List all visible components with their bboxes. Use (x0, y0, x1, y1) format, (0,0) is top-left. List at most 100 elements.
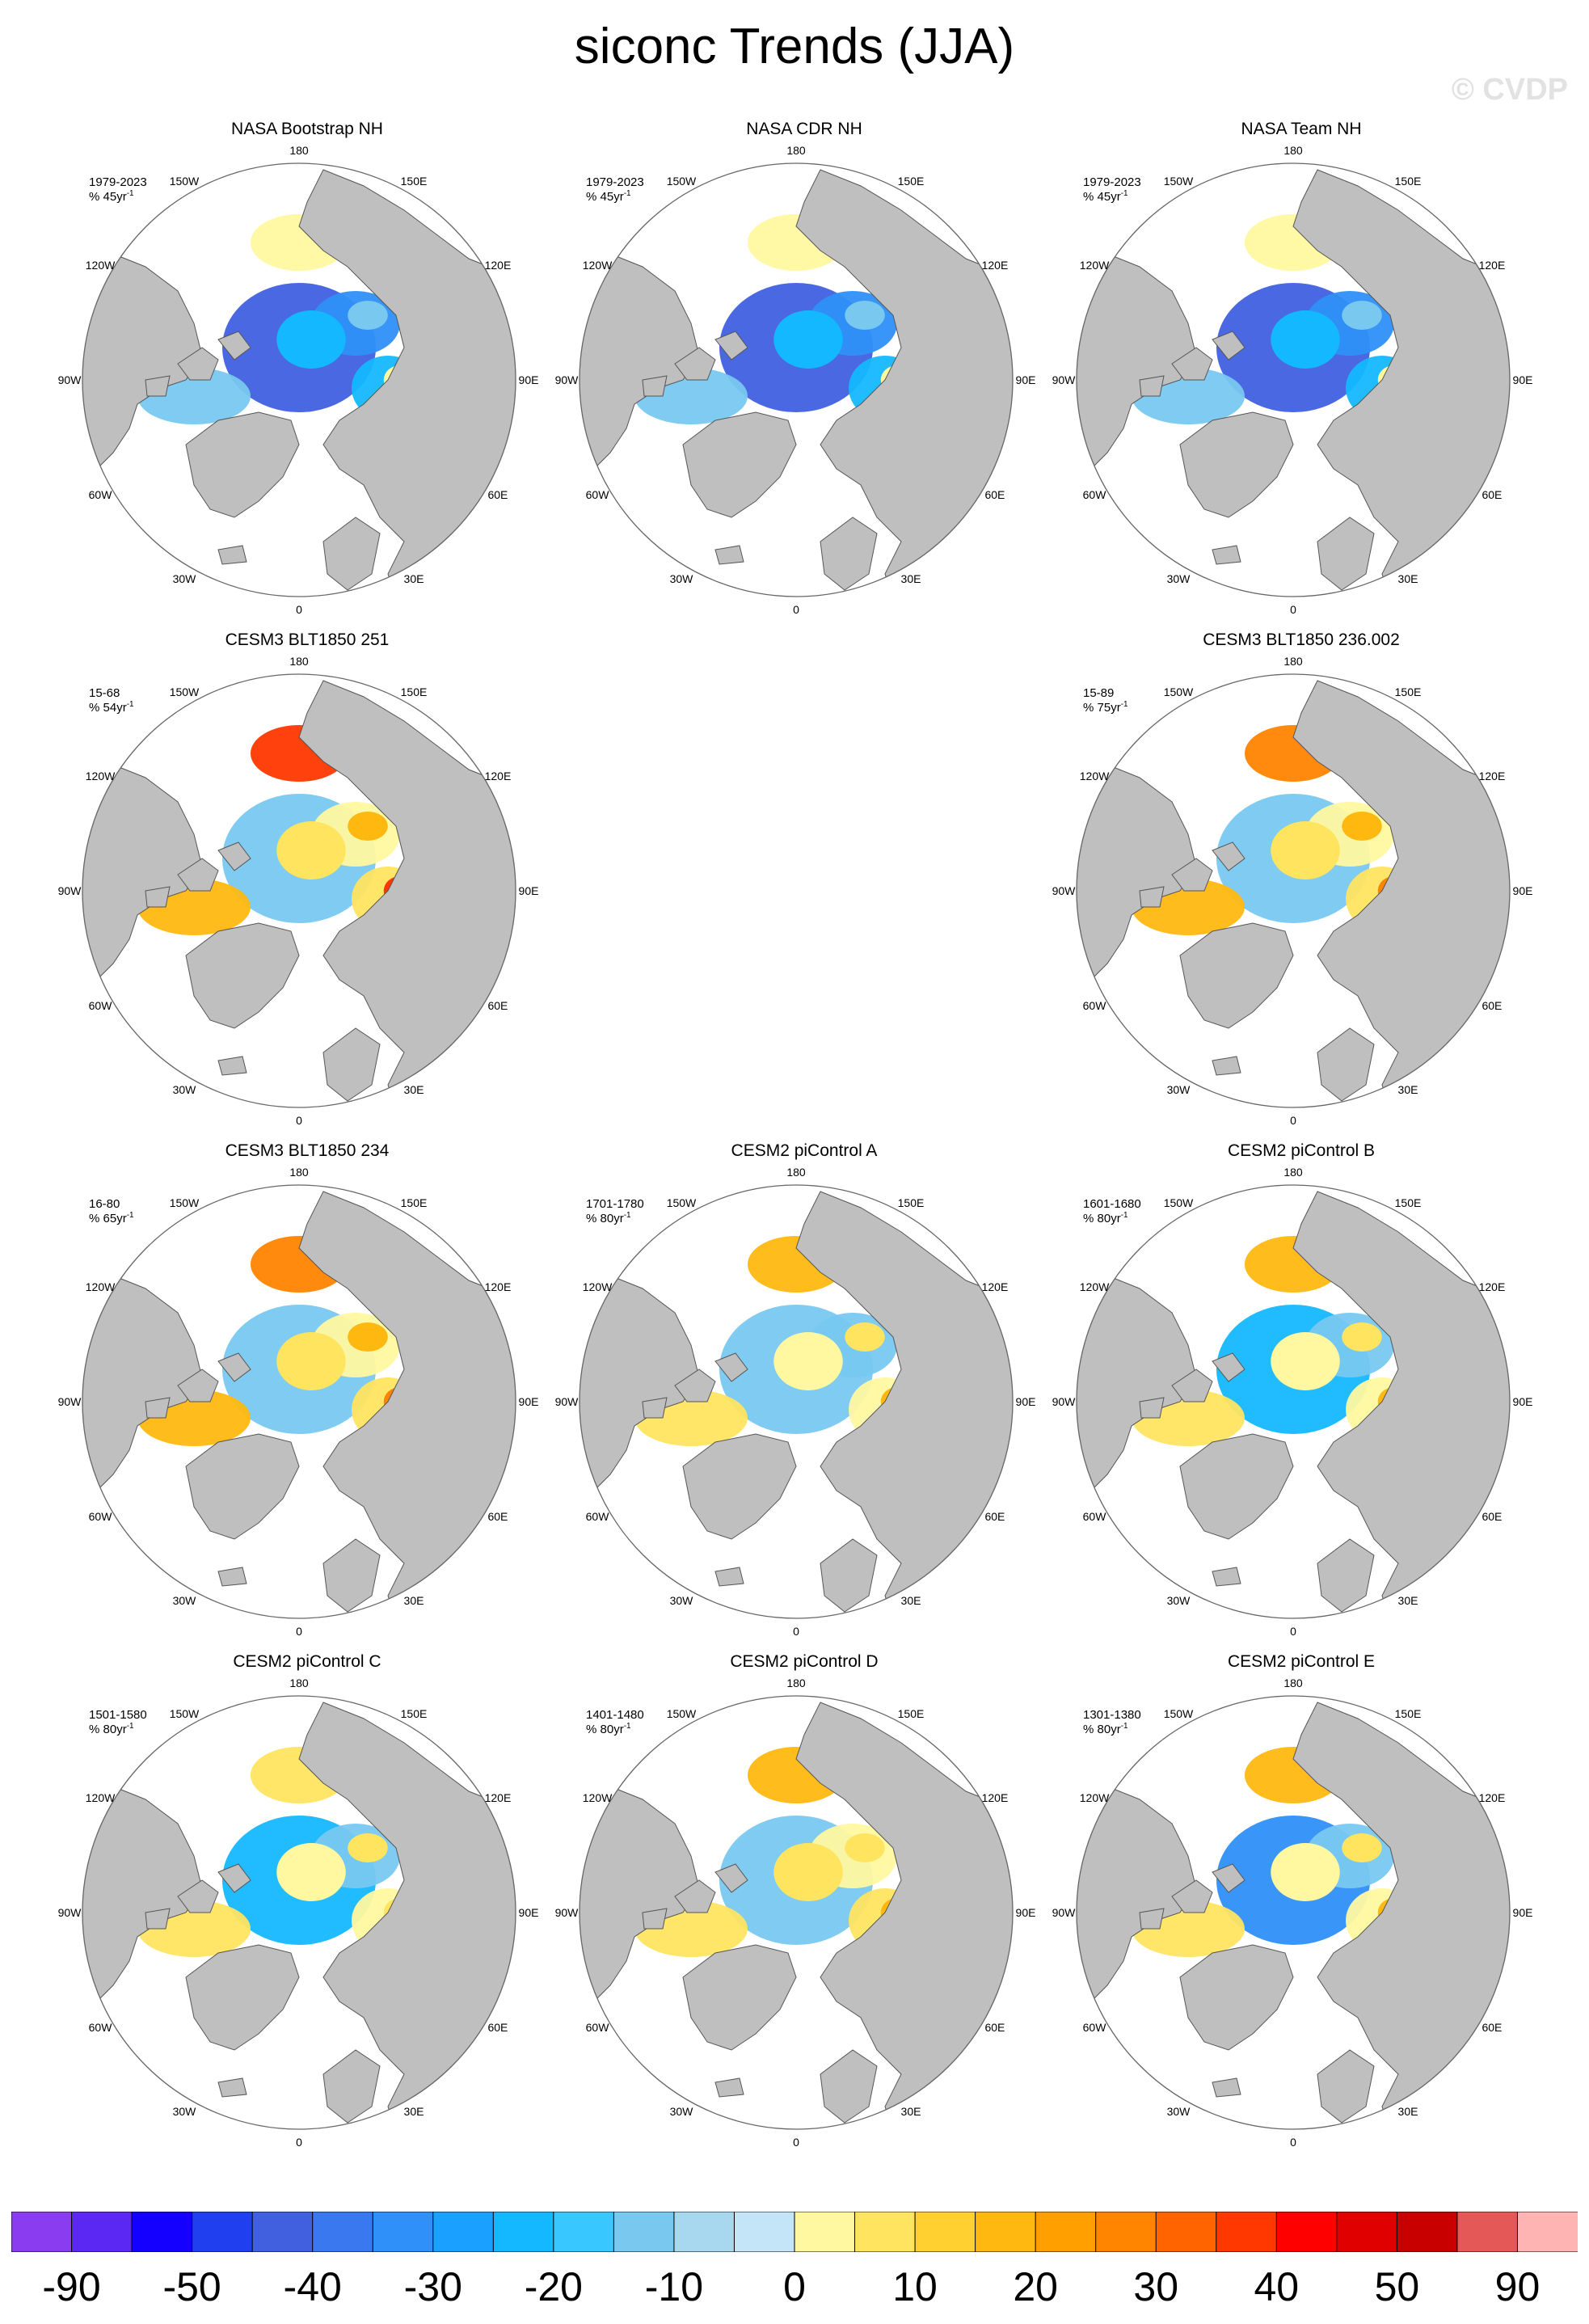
longitude-label: 150W (1164, 1707, 1194, 1720)
land-mass (714, 1567, 744, 1587)
longitude-label: 120W (583, 1791, 613, 1804)
colorbar-swatch (251, 2212, 314, 2252)
map-boundary (1076, 1695, 1511, 2130)
longitude-label: 90W (1052, 373, 1077, 386)
colorbar-swatch (794, 2212, 856, 2252)
longitude-label: 30W (1167, 2105, 1191, 2118)
land-mass (674, 1369, 716, 1402)
longitude-label: 120W (86, 1280, 116, 1293)
sea-ice-trend-core (845, 1833, 885, 1862)
land-mass (674, 347, 716, 381)
sea-ice-trend-core (276, 1332, 346, 1390)
polar-map: 180 150E 120E 90E 60E 30E 0 30W 60W 90W 120W 150W 16… (1052, 1166, 1533, 1638)
sea-ice-trend-core (773, 1843, 843, 1901)
longitude-label: 120E (1479, 1280, 1506, 1293)
longitude-label: 30E (404, 2105, 424, 2118)
longitude-label: 120W (86, 259, 116, 272)
sea-ice-trend-core (1271, 310, 1340, 369)
longitude-label: 0 (1290, 1625, 1296, 1638)
colorbar-swatch (673, 2212, 735, 2252)
map-boundary (82, 1184, 516, 1619)
longitude-label: 120E (485, 1791, 512, 1804)
units-label: % 45yr-1 (586, 189, 631, 204)
land-mass (217, 1056, 247, 1076)
sea-ice-trend-core (1342, 1833, 1382, 1862)
colorbar-swatch (312, 2212, 374, 2252)
land-mass (1139, 375, 1165, 397)
colorbar-swatch (1516, 2212, 1578, 2252)
period-label: 1979-2023 (586, 175, 644, 189)
longitude-label: 180 (786, 1677, 806, 1689)
land-mass (1212, 1056, 1241, 1076)
longitude-label: 120E (485, 770, 512, 782)
colorbar-swatch (131, 2212, 193, 2252)
longitude-label: 150W (667, 175, 697, 188)
longitude-label: 120W (1080, 259, 1110, 272)
land-mass (145, 1908, 171, 1930)
panel-title: CESM2 piControl D (730, 1652, 879, 1671)
sea-ice-trend-core (773, 310, 843, 369)
longitude-label: 90W (1052, 1395, 1077, 1408)
longitude-label: 150E (1395, 175, 1422, 188)
longitude-label: 150W (1164, 175, 1194, 188)
longitude-label: 150W (170, 1196, 200, 1209)
polar-map: 180 150E 120E 90E 60E 30E 0 30W 60W 90W 120W 150W 19… (58, 144, 539, 616)
longitude-label: 90E (1513, 884, 1533, 897)
longitude-label: 90E (519, 373, 539, 386)
panel-title: NASA Bootstrap NH (231, 120, 383, 138)
units-label: % 80yr-1 (1083, 1211, 1128, 1225)
longitude-label: 30W (1167, 1083, 1191, 1096)
longitude-label: 180 (786, 1166, 806, 1179)
colorbar-swatch (613, 2212, 675, 2252)
land-mass (714, 1863, 748, 1893)
land-mass (1139, 1908, 1165, 1930)
longitude-label: 90E (1513, 1906, 1533, 1919)
longitude-label: 90E (519, 1906, 539, 1919)
longitude-label: 120W (1080, 1280, 1110, 1293)
longitude-label: 60E (984, 488, 1005, 501)
land-mass (642, 375, 668, 397)
map-panel: NASA Team NH 180 150E 120E 90E 60E 30E 0 30W 60W 9… (1051, 120, 1552, 621)
sea-ice-trend-core (348, 301, 388, 330)
land-mass (177, 1879, 219, 1913)
longitude-label: 150E (1395, 1196, 1422, 1209)
colorbar-swatch (1396, 2212, 1458, 2252)
longitude-label: 90E (1513, 373, 1533, 386)
land-mass (217, 1352, 251, 1382)
sea-ice-trend-core (1271, 1843, 1340, 1901)
map-panel: NASA Bootstrap NH 180 150E 120E 90E 60E 30E 0 30… (57, 120, 558, 621)
longitude-label: 90W (58, 1906, 82, 1919)
period-label: 1301-1380 (1083, 1708, 1141, 1722)
land-mass (1212, 1567, 1241, 1587)
land-mass (177, 1369, 219, 1402)
longitude-label: 60W (89, 999, 113, 1012)
sea-ice-trend-core (348, 1833, 388, 1862)
longitude-label: 90W (1052, 1906, 1077, 1919)
colorbar-swatch (1095, 2212, 1157, 2252)
colorbar-tick-label: -10 (644, 2264, 704, 2309)
sea-ice-trend-core (845, 301, 885, 330)
colorbar-tick-label: -30 (403, 2264, 462, 2309)
land-mass (1171, 1879, 1213, 1913)
longitude-label: 120E (485, 259, 512, 272)
land-mass (1317, 1027, 1375, 1102)
land-mass (1212, 841, 1245, 871)
period-label: 1979-2023 (1083, 175, 1141, 189)
figure-title: siconc Trends (JJA) (574, 19, 1015, 74)
map-panel: CESM2 piControl A 180 150E 120E 90E 60E 30E 0 30… (554, 1141, 1055, 1643)
longitude-label: 180 (289, 144, 309, 157)
sea-ice-trend-core (1342, 812, 1382, 841)
longitude-label: 120W (583, 1280, 613, 1293)
sea-ice-trend-core (348, 812, 388, 841)
panel-title: CESM2 piControl C (233, 1652, 381, 1671)
land-mass (217, 841, 251, 871)
polar-map: 180 150E 120E 90E 60E 30E 0 30W 60W 90W 120W 150W 15… (1052, 655, 1533, 1127)
units-label: % 54yr-1 (89, 700, 134, 715)
longitude-label: 30E (1398, 1083, 1418, 1096)
longitude-label: 150W (170, 175, 200, 188)
period-label: 15-89 (1083, 686, 1114, 700)
colorbar-swatch (733, 2212, 796, 2252)
longitude-label: 120E (1479, 259, 1506, 272)
longitude-label: 0 (296, 603, 302, 616)
map-boundary (579, 162, 1014, 597)
